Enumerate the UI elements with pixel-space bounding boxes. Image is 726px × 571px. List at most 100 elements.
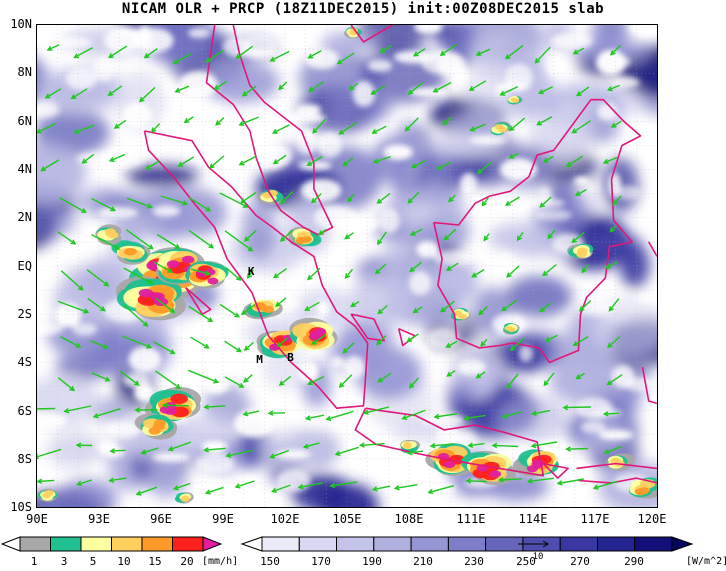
- wind-arrow: [528, 477, 554, 483]
- olr-tick: 170: [311, 555, 331, 568]
- olr-cloud-top: [207, 490, 248, 505]
- wind-arrow: [168, 441, 191, 451]
- wind-arrowhead: [603, 448, 610, 454]
- wind-arrowhead: [606, 380, 613, 386]
- wind-arrow: [376, 335, 387, 345]
- wind-arrow: [464, 414, 486, 420]
- wind-arrow: [373, 485, 391, 491]
- wind-arrow: [155, 370, 181, 389]
- wind-arrow: [215, 117, 225, 126]
- wind-arrow: [378, 372, 392, 383]
- wind-arrow: [91, 233, 120, 250]
- wind-arrowhead: [407, 89, 414, 95]
- wind-arrowhead: [236, 347, 242, 353]
- wind-arrowhead: [408, 383, 415, 389]
- wind-arrow: [557, 478, 584, 485]
- wind-arrowhead: [506, 272, 512, 278]
- olr-cloud-top: [635, 294, 657, 303]
- wind-arrowhead: [247, 246, 254, 252]
- wind-arrowhead: [347, 196, 353, 203]
- wind-arrow: [440, 300, 455, 313]
- precip-cell: [295, 237, 306, 245]
- colorbars: [0, 536, 694, 552]
- wind-arrowhead: [504, 200, 511, 206]
- wind-arrow: [579, 300, 592, 312]
- olr-cloud-top: [550, 32, 593, 50]
- wind-arrowhead: [446, 371, 452, 377]
- precip-cell: [125, 248, 137, 256]
- wind-arrow: [306, 414, 325, 420]
- wind-arrow: [505, 45, 524, 60]
- wind-arrowhead: [480, 341, 486, 347]
- olr-cell: [262, 347, 305, 390]
- wind-arrowhead: [537, 89, 544, 95]
- olr-cloud-top: [579, 300, 615, 317]
- wind-arrow: [188, 305, 213, 322]
- precip-field: [37, 27, 657, 504]
- wind-arrowhead: [401, 414, 408, 420]
- precip-cell: [532, 461, 543, 469]
- wind-arrowhead: [338, 129, 345, 135]
- precip-colorbar-swatch: [141, 536, 173, 552]
- nusa-tenggara-coast-south: [578, 477, 657, 484]
- wind-arrow: [273, 154, 287, 165]
- wind-arrow: [178, 156, 195, 167]
- olr-cloud-top: [426, 328, 460, 350]
- wind-arrow: [607, 374, 623, 385]
- olr-cloud-top: [128, 346, 162, 373]
- wind-arrowhead: [69, 385, 76, 392]
- wind-arrowhead: [544, 336, 551, 342]
- wind-arrowhead: [134, 380, 140, 386]
- wind-arrowhead: [297, 484, 304, 490]
- vector-reference-label: 10: [532, 552, 544, 562]
- wind-arrow: [239, 155, 257, 166]
- wind-arrow: [408, 450, 423, 454]
- wind-arrowhead: [138, 96, 145, 103]
- wind-arrowhead: [242, 410, 249, 417]
- olr-cloud-top: [367, 59, 393, 72]
- wind-arrow: [440, 43, 458, 56]
- wind-arrowhead: [572, 49, 579, 55]
- olr-cloud-top: [187, 28, 210, 38]
- wind-arrowhead: [70, 94, 77, 100]
- olr-cloud-top: [598, 430, 634, 440]
- wind-arrow: [224, 230, 253, 252]
- olr-cloud-top: [94, 56, 114, 82]
- olr-cloud-top: [72, 322, 97, 336]
- wind-arrowhead: [280, 198, 286, 205]
- precip-cell: [181, 255, 195, 264]
- olr-cloud-top: [343, 355, 365, 380]
- wind-arrow: [309, 81, 324, 92]
- place-label: B: [287, 350, 294, 364]
- wind-arrowhead: [238, 382, 245, 388]
- java-coast: [354, 407, 545, 477]
- wind-arrowhead: [276, 341, 283, 348]
- wind-arrow: [136, 486, 158, 495]
- lat-tick: 8S: [17, 452, 32, 466]
- wind-arrow: [413, 48, 426, 57]
- wind-arrow: [573, 47, 585, 55]
- wind-arrow: [501, 299, 518, 311]
- olr-cell: [126, 165, 199, 187]
- wind-arrow: [37, 448, 62, 458]
- wind-arrow: [247, 269, 254, 279]
- lon-tick: 108E: [394, 512, 424, 526]
- wind-arrow: [505, 196, 520, 206]
- wind-arrow: [478, 306, 488, 315]
- wind-arrowhead: [581, 267, 587, 274]
- wind-arrowhead: [134, 407, 141, 413]
- wind-arrow: [470, 123, 486, 131]
- olr-cell: [463, 61, 513, 119]
- olr-cloud-top: [297, 360, 319, 384]
- olr-cell: [423, 131, 496, 159]
- olr-tick: 230: [464, 555, 484, 568]
- olr-cloud-top: [341, 396, 366, 408]
- wind-arrow: [114, 119, 127, 129]
- wind-arrow: [571, 231, 585, 243]
- wind-arrowhead: [205, 206, 212, 212]
- wind-arrowhead: [37, 128, 42, 134]
- wind-arrow: [604, 446, 622, 454]
- olr-cloud-top: [64, 51, 80, 62]
- olr-colorbar-swatch: [373, 536, 412, 552]
- wind-arrowhead: [175, 383, 182, 389]
